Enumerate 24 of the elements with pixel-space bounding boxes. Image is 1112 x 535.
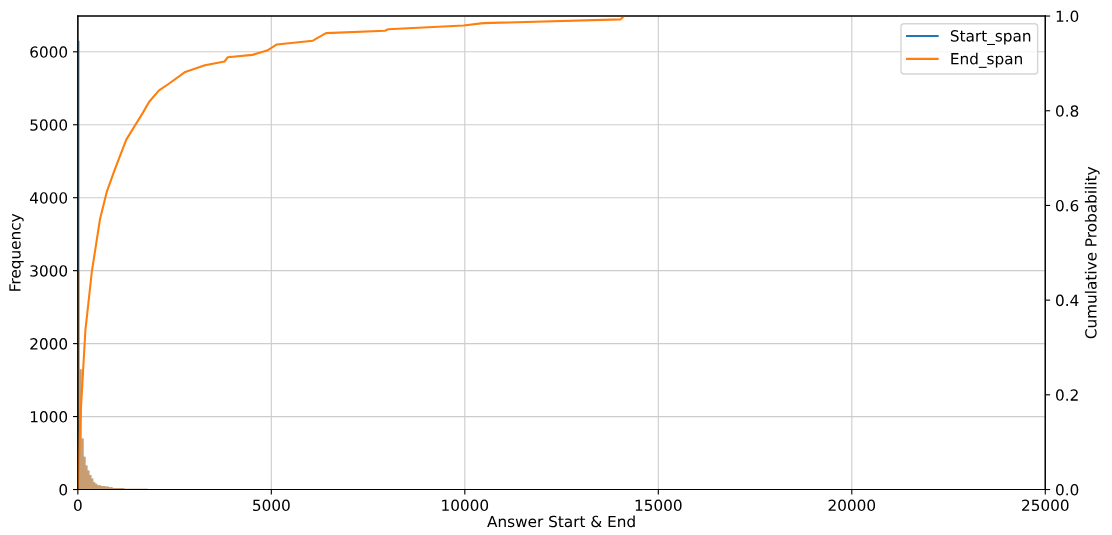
y2-tick-label: 0.0 <box>1056 483 1079 496</box>
x-tick-label: 10000 <box>442 499 489 512</box>
y-tick-label: 5000 <box>30 119 68 131</box>
y-tick-label: 2000 <box>30 338 68 350</box>
y-tick-label: 1000 <box>30 411 68 423</box>
y-tick-label: 6000 <box>30 46 68 58</box>
y2-tick-label: 0.2 <box>1056 389 1078 401</box>
x-tick-label: 5000 <box>253 499 290 512</box>
y-tick-label: 4000 <box>29 192 68 204</box>
y2-tick-label: 0.6 <box>1056 199 1079 212</box>
x-tick-label: 15000 <box>635 499 682 512</box>
y2-tick-label: 0.8 <box>1056 105 1079 117</box>
y-tick-label: 3000 <box>30 265 68 277</box>
y2-axis-title: Cumulative Probability <box>1084 166 1100 339</box>
x-tick-label: 0 <box>73 499 82 512</box>
y2-tick-label: 0.4 <box>1056 294 1079 307</box>
y-tick-label: 0 <box>59 483 68 496</box>
legend-label: Start_span <box>950 30 1031 46</box>
x-tick-label: 25000 <box>1022 499 1069 512</box>
y-axis-title: Frequency <box>9 213 24 291</box>
y2-tick-label: 1.0 <box>1056 10 1079 23</box>
x-axis-title: Answer Start & End <box>487 515 635 528</box>
legend-label: End_span <box>951 52 1022 68</box>
x-tick-label: 20000 <box>828 499 876 512</box>
